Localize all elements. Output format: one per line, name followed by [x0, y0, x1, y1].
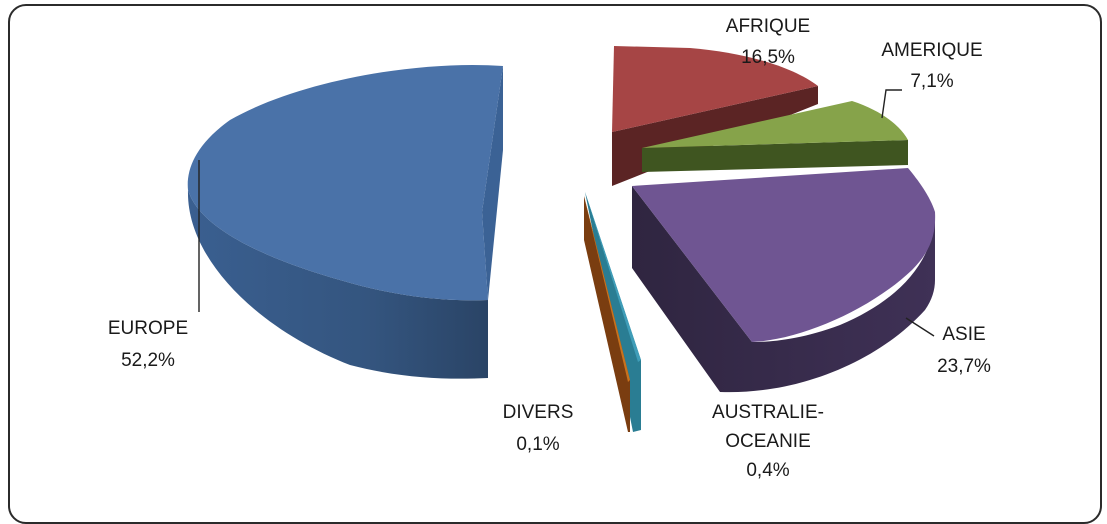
- slice-asie-side: [632, 186, 935, 393]
- slice-asie-leader: [905, 317, 935, 337]
- label-australie-oceanie-name-line1: AUSTRALIE-: [712, 402, 824, 423]
- slice-asie: [632, 168, 936, 393]
- slice-divers: [584, 196, 630, 432]
- label-asie-value: 23,7%: [937, 356, 991, 377]
- chart-frame: [8, 4, 1102, 524]
- label-europe-name: EUROPE: [108, 318, 188, 339]
- label-australie-oceanie-name-line2: OCEANIE: [725, 431, 811, 452]
- slice-amerique-top: [642, 101, 908, 148]
- label-europe-value: 52,2%: [121, 350, 175, 371]
- slice-amerique: [642, 89, 908, 172]
- label-divers-value: 0,1%: [516, 434, 559, 455]
- slice-europe-side: [187, 190, 488, 379]
- slice-amerique-leader: [881, 89, 902, 119]
- slice-afrique-top: [612, 46, 818, 132]
- label-afrique-value: 16,5%: [741, 47, 795, 68]
- label-divers-name: DIVERS: [503, 402, 574, 423]
- label-asie-name: ASIE: [942, 324, 985, 345]
- pie-chart: EUROPE 52,2% AFRIQUE 16,5% AMERIQUE 7,1%…: [108, 16, 991, 481]
- slice-asie-top: [632, 168, 936, 342]
- label-australie-oceanie-value: 0,4%: [746, 460, 789, 481]
- slice-europe-top: [187, 64, 503, 301]
- label-amerique-name: AMERIQUE: [881, 40, 982, 61]
- slice-amerique-side: [642, 140, 908, 172]
- slice-europe-inner: [482, 66, 503, 300]
- slice-australie-oceanie-top: [585, 192, 641, 362]
- slice-divers-top: [584, 196, 630, 382]
- slice-divers-side: [584, 196, 630, 432]
- slice-europe: [187, 64, 503, 379]
- label-afrique-name: AFRIQUE: [726, 16, 810, 37]
- label-amerique-value: 7,1%: [910, 71, 953, 92]
